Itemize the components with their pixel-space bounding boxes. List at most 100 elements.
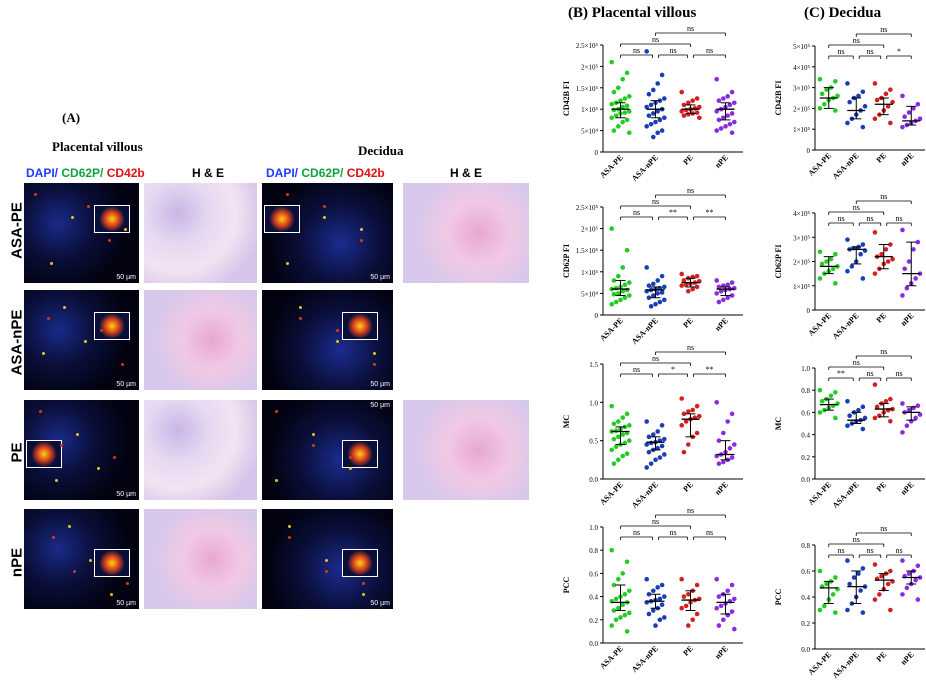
data-point — [679, 89, 684, 95]
data-point — [662, 284, 667, 290]
data-point — [653, 623, 658, 628]
data-point — [904, 585, 910, 591]
data-point — [679, 271, 684, 277]
data-point — [627, 109, 632, 114]
data-point — [906, 110, 912, 115]
data-point — [721, 297, 726, 303]
data-point — [714, 278, 719, 283]
data-point — [833, 281, 838, 286]
data-point — [624, 411, 630, 417]
data-point — [651, 111, 656, 116]
y-tick-label: 1×10⁵ — [581, 269, 598, 277]
zoom-inset — [264, 205, 300, 233]
data-point — [657, 299, 663, 305]
data-point — [833, 415, 838, 421]
significance-label: ns — [895, 214, 902, 223]
micrograph-npe-villous-he — [144, 509, 257, 609]
scale-bar-label: 50 µm — [370, 274, 390, 281]
data-point — [681, 278, 687, 283]
data-point — [879, 251, 884, 257]
platelet-signal-dot — [336, 329, 339, 332]
data-point — [686, 623, 691, 628]
significance-label: ** — [706, 208, 714, 217]
y-axis-label: PCC — [774, 589, 783, 606]
y-tick-label: 5×10⁴ — [581, 290, 598, 298]
significance-label: ns — [880, 25, 887, 34]
data-point — [885, 581, 891, 587]
data-point — [611, 278, 617, 283]
data-point — [716, 461, 722, 466]
y-tick-label: 5×10⁴ — [581, 128, 598, 136]
zoom-inset — [342, 440, 378, 468]
dapi-label: DAPI/ — [26, 166, 59, 180]
data-point — [659, 273, 665, 279]
data-point — [651, 293, 656, 298]
data-point — [653, 301, 658, 307]
data-point — [683, 603, 689, 609]
data-point — [714, 128, 719, 133]
cd62p-label: CD62P/ — [301, 166, 344, 180]
x-tick-label: nPE — [713, 644, 730, 661]
platelet-signal-dot — [286, 193, 289, 196]
data-point — [694, 403, 700, 409]
micrograph-npe-decidua-fluorescence: 50 µm — [262, 509, 393, 609]
x-tick-label: PE — [875, 480, 889, 494]
significance-label: ns — [633, 528, 640, 537]
significance-label: ns — [837, 47, 844, 56]
data-point — [616, 419, 621, 424]
placental-villous-title: Placental villous — [52, 139, 143, 154]
data-point — [885, 104, 891, 109]
data-point — [721, 96, 726, 101]
data-point — [913, 276, 918, 281]
data-point — [624, 70, 630, 76]
data-point — [906, 407, 912, 413]
platelet-signal-dot — [47, 317, 50, 320]
data-point — [679, 605, 684, 611]
data-point — [646, 91, 652, 97]
data-point — [716, 284, 722, 290]
data-point — [822, 603, 827, 609]
data-point — [644, 442, 649, 447]
data-point — [659, 423, 665, 428]
data-point — [681, 594, 687, 599]
data-point — [616, 291, 621, 296]
data-point — [729, 280, 735, 285]
x-tick-label: PE — [875, 650, 889, 664]
platelet-signal-dot — [312, 433, 315, 436]
chart-b1: 0 5×10⁴ 1×10⁵ 1.5×10⁵ 2×10⁵ 2.5×10⁵ CD42B FI AS… — [562, 24, 743, 183]
x-tick-label: nPE — [713, 480, 730, 497]
significance-label: ns — [895, 546, 902, 555]
data-point — [817, 410, 823, 415]
data-point — [646, 113, 652, 118]
platelet-signal-dot — [42, 352, 45, 355]
data-point — [917, 412, 923, 417]
micrograph-asa-pe-villous-fluorescence: 50 µm — [24, 183, 139, 283]
data-point — [644, 49, 649, 54]
y-tick-label: 2.5×10⁵ — [576, 42, 599, 50]
panel-b-title: (B) Placental villous — [568, 5, 696, 22]
data-point — [872, 271, 878, 276]
data-point — [718, 126, 724, 131]
y-tick-label: 0.0 — [589, 640, 598, 648]
data-point — [662, 594, 667, 599]
y-tick-label: 0.4 — [589, 594, 598, 602]
significance-label: ns — [880, 524, 887, 533]
data-point — [721, 430, 726, 436]
data-point — [611, 89, 617, 95]
chart-c1: 0 1×10⁵ 2×10⁵ 3×10⁵ 4×10⁵ 5×10⁵ CD42B FI ASA-PE… — [774, 25, 925, 181]
cd62p-label: CD62P/ — [61, 166, 104, 180]
significance-label: ns — [706, 46, 713, 55]
platelet-signal-dot — [100, 329, 103, 332]
data-point — [655, 585, 660, 590]
y-tick-label: 5×10⁵ — [793, 43, 810, 51]
significance-label: ns — [853, 535, 860, 544]
x-tick-label: PE — [681, 153, 695, 167]
data-point — [849, 264, 855, 269]
data-point — [659, 582, 665, 588]
platelet-signal-dot — [73, 570, 76, 573]
data-point — [620, 76, 625, 82]
significance-label: ns — [837, 546, 844, 555]
platelet-signal-dot — [63, 306, 66, 309]
